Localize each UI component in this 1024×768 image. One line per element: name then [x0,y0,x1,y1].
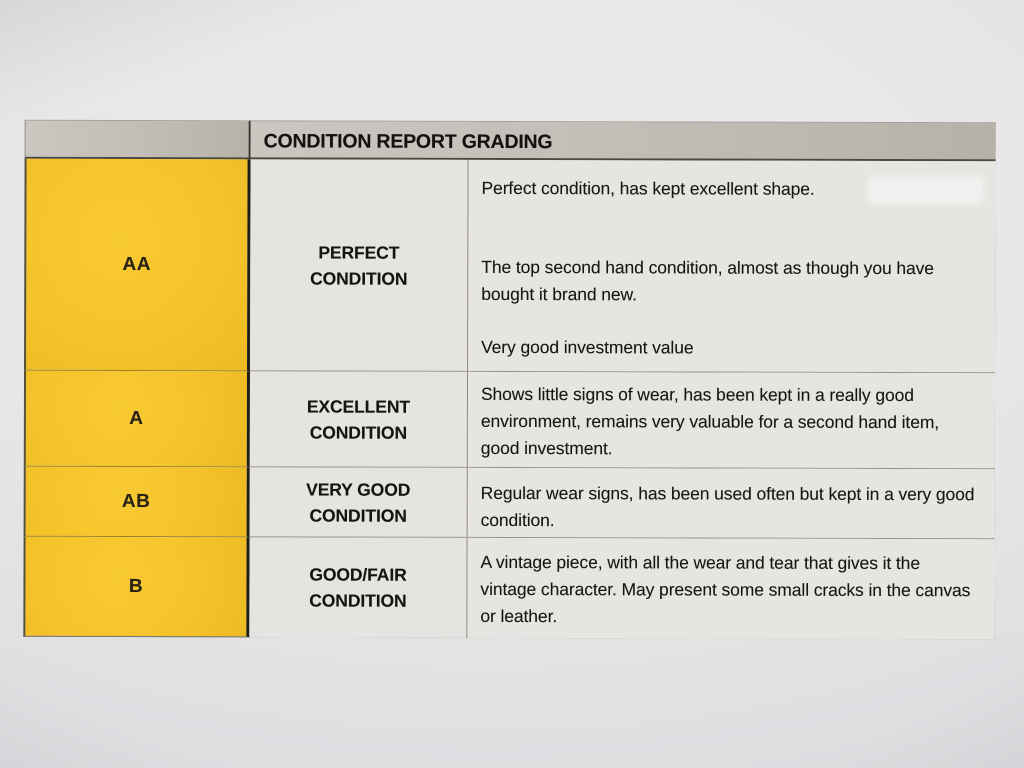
grade-label: B [128,575,144,597]
description-paragraph: Perfect condition, has kept excellent sh… [481,177,815,199]
description-cell-ab: Regular wear signs, has been used often … [466,467,995,540]
grade-cell-aa: AA [24,158,251,372]
condition-label-cell-ab: VERY GOOD CONDITION [249,467,467,538]
grade-cell-a: A [23,370,251,468]
table-header: CONDITION REPORT GRADING [250,120,996,162]
grade-label: AB [121,490,151,512]
table-title: CONDITION REPORT GRADING [263,129,553,153]
condition-label: VERY GOOD CONDITION [306,478,411,526]
header-empty-cell [24,119,251,160]
grade-label: A [129,407,144,429]
description-paragraph: The top second hand condition, almost as… [481,256,934,305]
grade-cell-b: B [23,536,250,638]
condition-label-cell-aa: PERFECT CONDITION [250,159,468,372]
description-paragraph: A vintage piece, with all the wear and t… [480,551,971,627]
condition-label-cell-a: EXCELLENT CONDITION [249,371,468,468]
description-cell-a: Shows little signs of wear, has been kep… [466,371,996,470]
condition-label: EXCELLENT CONDITION [306,395,411,443]
condition-report-grading-table: CONDITION REPORT GRADING AA PERFECT COND… [23,119,996,640]
description-cell-aa: Perfect condition, has kept excellent sh… [467,159,996,374]
condition-label: PERFECT CONDITION [310,241,408,289]
grade-cell-ab: AB [23,466,250,538]
description-cell-b: A vintage piece, with all the wear and t… [466,537,995,640]
description-paragraph: Very good investment value [481,336,694,358]
condition-label-cell-b: GOOD/FAIR CONDITION [249,537,467,638]
description-paragraph: Regular wear signs, has been used often … [480,482,975,531]
description-paragraph: Shows little signs of wear, has been kep… [480,383,940,459]
grade-label: AA [122,253,152,275]
condition-label: GOOD/FAIR CONDITION [309,564,407,611]
